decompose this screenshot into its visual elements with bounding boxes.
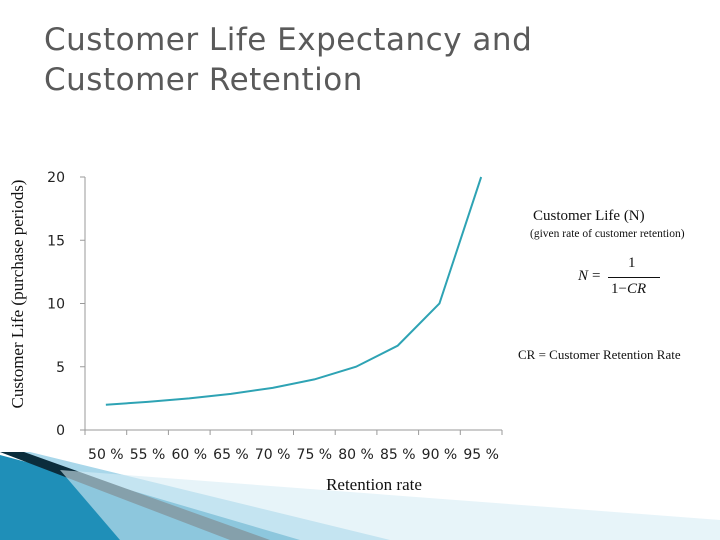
x-tick-label: 80 % [338, 447, 374, 463]
y-ticks: 0 5 10 15 20 [47, 170, 85, 439]
decor-swoosh-pale [60, 470, 720, 540]
formula-denominator-var: CR [626, 281, 647, 297]
formula-denominator-prefix: 1− [611, 281, 627, 297]
x-tick-label: 90 % [422, 447, 458, 463]
y-tick-label: 20 [47, 170, 65, 186]
x-tick-label: 75 % [297, 447, 333, 463]
slide-title: Customer Life Expectancy and Customer Re… [44, 22, 533, 98]
customer-life-formula: N = 1 1−CR [578, 255, 678, 305]
cr-definition-note: CR = Customer Retention Rate [518, 347, 681, 362]
formula-lhs: N [578, 268, 589, 284]
x-tick-label: 70 % [255, 447, 291, 463]
formula-title: Customer Life (N) [533, 208, 645, 224]
x-tick-label: 65 % [213, 447, 249, 463]
y-tick-label: 10 [47, 297, 65, 313]
x-ticks: 50 % 55 % 60 % 65 % 70 % 75 % 80 % 85 % 90 % 95 % [84, 430, 503, 463]
x-tick-label: 95 % [463, 447, 499, 463]
series-line [105, 176, 483, 406]
x-tick-label: 85 % [380, 447, 416, 463]
x-axis-label: Retention rate [326, 475, 422, 494]
formula-numerator: 1 [628, 255, 636, 271]
y-axis-label: Customer Life (purchase periods) [8, 179, 27, 409]
formula-subtitle: (given rate of customer retention) [530, 228, 685, 240]
x-tick-label: 55 % [130, 447, 166, 463]
formula-equals: = [592, 268, 601, 284]
y-tick-label: 0 [56, 423, 65, 439]
formula-denominator: 1−CR [611, 281, 646, 298]
x-tick-label: 50 % [88, 447, 124, 463]
y-tick-label: 5 [56, 360, 65, 376]
y-tick-label: 15 [47, 233, 65, 249]
formula-fraction-bar [608, 277, 660, 278]
x-tick-label: 60 % [171, 447, 207, 463]
